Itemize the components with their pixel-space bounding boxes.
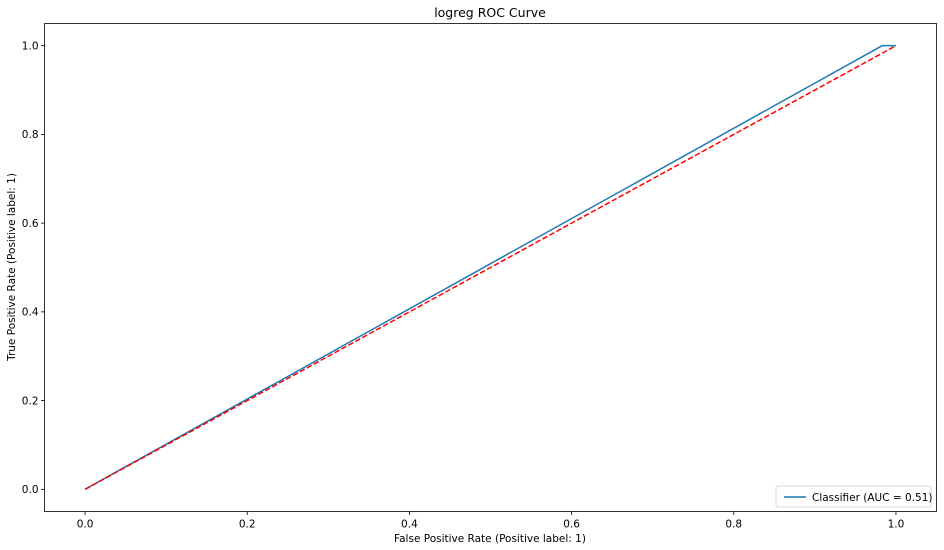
y-tick-label: 0.2 [22, 395, 39, 407]
y-tick-label: 0.4 [22, 307, 39, 319]
y-axis-label: True Positive Rate (Positive label: 1) [6, 173, 18, 362]
chart-title: logreg ROC Curve [434, 5, 546, 20]
y-axis-ticks: 0.0 0.2 0.4 0.6 0.8 1.0 [22, 40, 45, 496]
y-tick-label: 0.8 [22, 129, 39, 141]
x-axis-ticks: 0.0 0.2 0.4 0.6 0.8 1.0 [77, 511, 905, 531]
x-tick-label: 0.8 [725, 519, 742, 531]
x-tick-label: 1.0 [888, 519, 905, 531]
legend-label-classifier: Classifier (AUC = 0.51) [812, 492, 933, 504]
x-tick-label: 0.4 [401, 519, 418, 531]
plot-area [84, 44, 897, 490]
plot-frame [44, 23, 937, 512]
legend: Classifier (AUC = 0.51) [775, 485, 933, 508]
legend-box [775, 485, 932, 508]
x-tick-label: 0.2 [239, 519, 256, 531]
y-tick-label: 1.0 [22, 40, 39, 52]
y-tick-label: 0.0 [22, 484, 39, 496]
reference-line [84, 45, 897, 490]
y-tick-label: 0.6 [22, 218, 39, 230]
x-tick-label: 0.6 [563, 519, 580, 531]
series-line-classifier [84, 44, 896, 490]
x-tick-label: 0.0 [77, 519, 94, 531]
x-axis-label: False Positive Rate (Positive label: 1) [394, 533, 586, 545]
